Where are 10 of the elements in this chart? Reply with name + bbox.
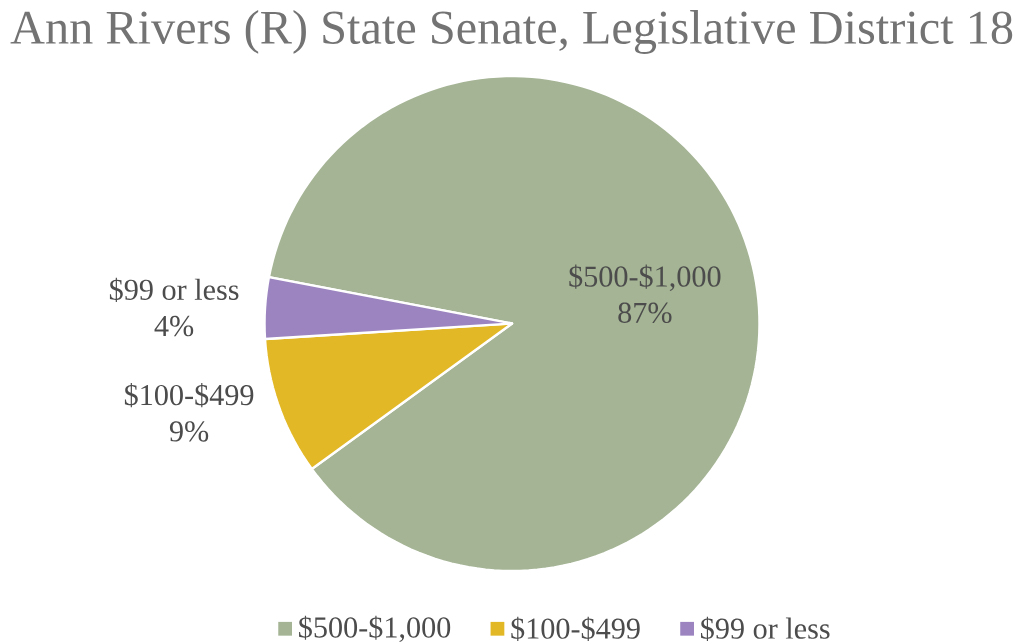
data-label: 87% [618,302,672,324]
legend-label: $100-$499 [511,616,640,641]
chart-title: Ann Rivers (R) State Senate, Legislative District 18 [10,10,1013,54]
slice-label: $100-$499 [124,383,254,408]
slice-label: $99 or less [109,277,239,302]
data-label: 4% [154,315,194,337]
legend-label: $99 or less [701,616,830,641]
data-label: 9% [169,421,209,442]
legend-label: $500-$1,000 [299,615,451,642]
slice-label: $500-$1,000 [569,264,721,292]
